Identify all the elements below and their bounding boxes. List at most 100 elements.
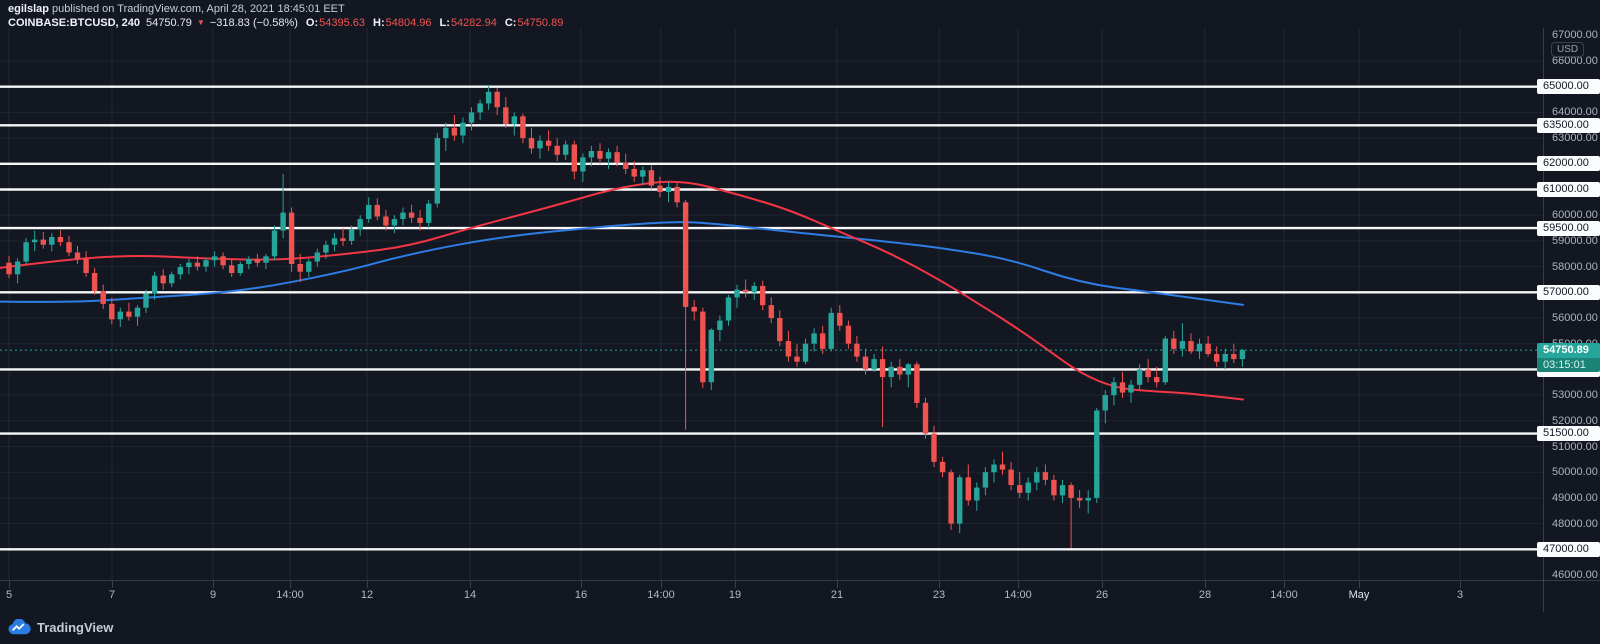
candle[interactable] <box>49 233 55 252</box>
candle[interactable] <box>306 258 312 277</box>
candle[interactable] <box>1205 336 1211 357</box>
candle[interactable] <box>57 230 64 246</box>
candle[interactable] <box>820 325 826 354</box>
price-axis[interactable]: USD 67000.00 66000.00 64000.00 63000.00 6000… <box>1537 28 1600 612</box>
candle[interactable] <box>408 204 415 223</box>
candle[interactable] <box>751 282 757 300</box>
candle[interactable] <box>229 258 235 277</box>
candle[interactable] <box>991 459 997 483</box>
candle[interactable] <box>1042 464 1049 486</box>
candle[interactable] <box>151 271 158 300</box>
candle[interactable] <box>674 183 680 208</box>
drawn-price-lines[interactable] <box>0 85 1543 551</box>
candle[interactable] <box>597 143 603 164</box>
candle[interactable] <box>999 451 1006 475</box>
candle[interactable] <box>965 464 971 506</box>
candle[interactable] <box>605 148 612 169</box>
candle[interactable] <box>1051 474 1057 501</box>
candle[interactable] <box>879 346 886 427</box>
candle[interactable] <box>1171 330 1177 354</box>
candle[interactable] <box>794 343 800 367</box>
candle[interactable] <box>1239 348 1246 367</box>
candle[interactable] <box>400 207 406 226</box>
candle[interactable] <box>742 279 749 298</box>
candle[interactable] <box>614 145 620 167</box>
candle[interactable] <box>494 88 500 115</box>
tradingview-watermark[interactable]: TradingView <box>8 616 113 638</box>
candle[interactable] <box>1179 323 1186 357</box>
candle[interactable] <box>571 140 577 180</box>
candle[interactable] <box>203 257 209 272</box>
candle[interactable] <box>974 482 980 511</box>
candle[interactable] <box>1196 338 1203 360</box>
candle[interactable] <box>246 256 252 270</box>
candle[interactable] <box>897 359 903 380</box>
candle[interactable] <box>6 255 12 279</box>
candle[interactable] <box>931 425 937 468</box>
candle[interactable] <box>74 246 81 264</box>
candle[interactable] <box>665 181 672 203</box>
candle[interactable] <box>374 198 380 221</box>
candle[interactable] <box>1094 407 1100 503</box>
candle[interactable] <box>623 153 629 175</box>
chart-pane[interactable] <box>0 28 1543 580</box>
candle[interactable] <box>169 271 175 288</box>
candle[interactable] <box>323 240 329 259</box>
candle[interactable] <box>957 474 963 534</box>
candle[interactable] <box>331 233 338 252</box>
candle[interactable] <box>845 320 852 349</box>
candle[interactable] <box>1145 359 1151 383</box>
candle[interactable] <box>288 207 295 272</box>
candle[interactable] <box>537 135 543 159</box>
candle[interactable] <box>854 336 860 362</box>
ma-line-blue[interactable] <box>0 221 1244 306</box>
candle[interactable] <box>768 297 774 324</box>
candle[interactable] <box>460 117 466 144</box>
candle[interactable] <box>1119 372 1126 398</box>
time-axis[interactable]: 5 7 9 14:00 12 14 16 14:00 19 21 23 14:00 26 28 14:00 M… <box>0 580 1600 612</box>
candle[interactable] <box>66 235 72 257</box>
candle[interactable] <box>1111 377 1117 406</box>
candle[interactable] <box>528 127 535 154</box>
candle[interactable] <box>1076 490 1083 509</box>
candle[interactable] <box>657 176 663 198</box>
candle[interactable] <box>503 97 509 128</box>
candle[interactable] <box>905 363 911 388</box>
candle[interactable] <box>263 253 269 270</box>
candle[interactable] <box>468 107 475 131</box>
candle[interactable] <box>314 248 320 267</box>
candle[interactable] <box>23 237 29 264</box>
candle[interactable] <box>1034 467 1040 491</box>
candle[interactable] <box>554 138 560 162</box>
candle[interactable] <box>1188 333 1194 354</box>
candle[interactable] <box>443 122 449 151</box>
candle[interactable] <box>1025 477 1031 501</box>
candle[interactable] <box>32 230 38 252</box>
candle[interactable] <box>640 166 646 185</box>
candle[interactable] <box>366 197 372 223</box>
candle[interactable] <box>1085 490 1091 514</box>
candle[interactable] <box>1059 479 1066 503</box>
candle[interactable] <box>939 456 946 478</box>
candle[interactable] <box>194 256 201 271</box>
candle[interactable] <box>828 307 834 352</box>
candle[interactable] <box>14 258 21 284</box>
candle[interactable] <box>1231 343 1237 363</box>
candle[interactable] <box>802 338 809 365</box>
candle[interactable] <box>1017 472 1023 498</box>
candle[interactable] <box>91 267 98 295</box>
candle[interactable] <box>914 361 920 408</box>
candle[interactable] <box>348 225 355 245</box>
candle[interactable] <box>1154 366 1160 388</box>
candle[interactable] <box>126 302 132 321</box>
candle[interactable] <box>280 174 286 239</box>
candle[interactable] <box>1214 346 1220 367</box>
candle[interactable] <box>100 284 106 309</box>
candle[interactable] <box>1102 390 1108 424</box>
candle[interactable] <box>760 280 766 311</box>
candle[interactable] <box>357 215 363 236</box>
ma-line-red[interactable] <box>0 180 1244 401</box>
candle[interactable] <box>811 328 817 352</box>
candle[interactable] <box>1068 482 1074 549</box>
candle[interactable] <box>511 112 517 136</box>
